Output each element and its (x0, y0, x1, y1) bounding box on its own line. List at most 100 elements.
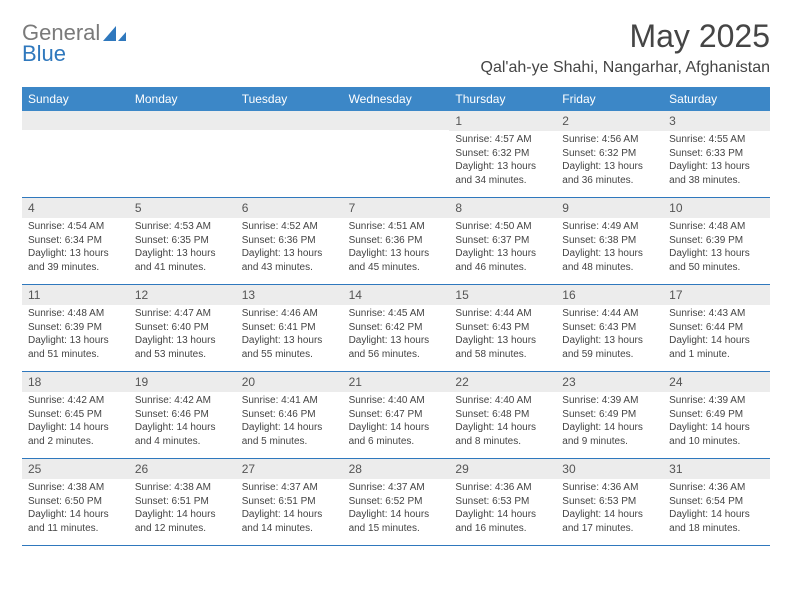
day-cell: 18Sunrise: 4:42 AMSunset: 6:45 PMDayligh… (22, 372, 129, 458)
day-info-line: Daylight: 13 hours (455, 160, 550, 174)
day-info-line: and 17 minutes. (562, 522, 657, 536)
day-info-line: Daylight: 14 hours (349, 421, 444, 435)
day-info-line: Sunrise: 4:36 AM (455, 481, 550, 495)
day-info-line: Sunrise: 4:46 AM (242, 307, 337, 321)
day-info-line: and 34 minutes. (455, 174, 550, 188)
day-cell: 15Sunrise: 4:44 AMSunset: 6:43 PMDayligh… (449, 285, 556, 371)
day-number: 21 (343, 372, 450, 392)
day-info-line: Sunrise: 4:50 AM (455, 220, 550, 234)
day-info-line: Sunrise: 4:43 AM (669, 307, 764, 321)
day-number: 25 (22, 459, 129, 479)
day-info-line: Daylight: 13 hours (669, 160, 764, 174)
day-info: Sunrise: 4:43 AMSunset: 6:44 PMDaylight:… (663, 305, 770, 361)
day-info-line: Sunset: 6:53 PM (455, 495, 550, 509)
day-info-line: Sunset: 6:40 PM (135, 321, 230, 335)
day-info-line: and 45 minutes. (349, 261, 444, 275)
day-info-line: Daylight: 13 hours (562, 334, 657, 348)
day-info-line: and 53 minutes. (135, 348, 230, 362)
day-info-line: Sunset: 6:35 PM (135, 234, 230, 248)
day-info-line: Sunrise: 4:37 AM (349, 481, 444, 495)
weekday-header: Friday (556, 87, 663, 111)
day-number: 19 (129, 372, 236, 392)
day-info: Sunrise: 4:48 AMSunset: 6:39 PMDaylight:… (22, 305, 129, 361)
day-number: 10 (663, 198, 770, 218)
day-info-line: and 11 minutes. (28, 522, 123, 536)
day-info-line: Sunset: 6:49 PM (669, 408, 764, 422)
day-cell (343, 111, 450, 197)
day-number: 28 (343, 459, 450, 479)
day-info-line: Sunrise: 4:37 AM (242, 481, 337, 495)
day-cell: 2Sunrise: 4:56 AMSunset: 6:32 PMDaylight… (556, 111, 663, 197)
day-info-line: and 38 minutes. (669, 174, 764, 188)
day-cell (236, 111, 343, 197)
day-info-line: Sunset: 6:47 PM (349, 408, 444, 422)
day-info-line: Daylight: 13 hours (349, 334, 444, 348)
day-number: 12 (129, 285, 236, 305)
day-info: Sunrise: 4:38 AMSunset: 6:51 PMDaylight:… (129, 479, 236, 535)
day-info-line: Sunset: 6:32 PM (455, 147, 550, 161)
day-info-line: Sunrise: 4:44 AM (562, 307, 657, 321)
day-number: 8 (449, 198, 556, 218)
weekday-header: Monday (129, 87, 236, 111)
day-info-line: Sunset: 6:45 PM (28, 408, 123, 422)
day-info-line: Daylight: 13 hours (135, 247, 230, 261)
day-info-line: Sunset: 6:32 PM (562, 147, 657, 161)
day-info-line: Sunset: 6:39 PM (669, 234, 764, 248)
day-info-line: Sunrise: 4:42 AM (28, 394, 123, 408)
logo-text-block: General Blue (22, 22, 100, 65)
day-cell: 23Sunrise: 4:39 AMSunset: 6:49 PMDayligh… (556, 372, 663, 458)
location-label: Qal'ah-ye Shahi, Nangarhar, Afghanistan (481, 59, 770, 77)
day-info-line: Sunset: 6:34 PM (28, 234, 123, 248)
day-info-line: Sunrise: 4:48 AM (28, 307, 123, 321)
day-info-line: and 43 minutes. (242, 261, 337, 275)
day-cell: 10Sunrise: 4:48 AMSunset: 6:39 PMDayligh… (663, 198, 770, 284)
day-info-line: Sunrise: 4:48 AM (669, 220, 764, 234)
day-info-line: Sunset: 6:39 PM (28, 321, 123, 335)
day-info-line: Sunset: 6:54 PM (669, 495, 764, 509)
day-info-line: Sunrise: 4:39 AM (669, 394, 764, 408)
day-info-line: and 36 minutes. (562, 174, 657, 188)
day-info: Sunrise: 4:42 AMSunset: 6:46 PMDaylight:… (129, 392, 236, 448)
day-cell: 28Sunrise: 4:37 AMSunset: 6:52 PMDayligh… (343, 459, 450, 545)
day-number: 24 (663, 372, 770, 392)
logo-sail-icon (102, 24, 128, 49)
logo: General Blue (22, 18, 128, 65)
day-cell: 30Sunrise: 4:36 AMSunset: 6:53 PMDayligh… (556, 459, 663, 545)
day-info-line: Sunset: 6:33 PM (669, 147, 764, 161)
day-number: 1 (449, 111, 556, 131)
day-cell: 16Sunrise: 4:44 AMSunset: 6:43 PMDayligh… (556, 285, 663, 371)
day-info-line: and 51 minutes. (28, 348, 123, 362)
day-info-line: Daylight: 13 hours (242, 247, 337, 261)
day-number: 26 (129, 459, 236, 479)
logo-word-blue: Blue (22, 43, 100, 65)
day-info: Sunrise: 4:41 AMSunset: 6:46 PMDaylight:… (236, 392, 343, 448)
day-info-line: Sunset: 6:43 PM (455, 321, 550, 335)
day-number: 22 (449, 372, 556, 392)
day-info: Sunrise: 4:36 AMSunset: 6:53 PMDaylight:… (556, 479, 663, 535)
day-info-line: Sunset: 6:38 PM (562, 234, 657, 248)
day-info-line: and 6 minutes. (349, 435, 444, 449)
day-info-line: Sunset: 6:52 PM (349, 495, 444, 509)
day-cell: 8Sunrise: 4:50 AMSunset: 6:37 PMDaylight… (449, 198, 556, 284)
day-info: Sunrise: 4:38 AMSunset: 6:50 PMDaylight:… (22, 479, 129, 535)
day-info-line: Sunset: 6:46 PM (135, 408, 230, 422)
day-info-line: Sunrise: 4:53 AM (135, 220, 230, 234)
day-cell: 19Sunrise: 4:42 AMSunset: 6:46 PMDayligh… (129, 372, 236, 458)
day-info-line: and 46 minutes. (455, 261, 550, 275)
day-cell (22, 111, 129, 197)
day-info-line: Sunset: 6:42 PM (349, 321, 444, 335)
day-info-line: Sunrise: 4:42 AM (135, 394, 230, 408)
day-info-line: Daylight: 14 hours (669, 334, 764, 348)
day-info-line: Sunrise: 4:47 AM (135, 307, 230, 321)
day-info-line: and 12 minutes. (135, 522, 230, 536)
day-info: Sunrise: 4:57 AMSunset: 6:32 PMDaylight:… (449, 131, 556, 187)
day-cell: 25Sunrise: 4:38 AMSunset: 6:50 PMDayligh… (22, 459, 129, 545)
day-info-line: Daylight: 13 hours (455, 247, 550, 261)
day-info: Sunrise: 4:51 AMSunset: 6:36 PMDaylight:… (343, 218, 450, 274)
week-row: 25Sunrise: 4:38 AMSunset: 6:50 PMDayligh… (22, 459, 770, 546)
day-info-line: Daylight: 13 hours (562, 247, 657, 261)
day-number (343, 111, 450, 130)
day-info: Sunrise: 4:40 AMSunset: 6:48 PMDaylight:… (449, 392, 556, 448)
day-info: Sunrise: 4:42 AMSunset: 6:45 PMDaylight:… (22, 392, 129, 448)
day-info-line: and 55 minutes. (242, 348, 337, 362)
